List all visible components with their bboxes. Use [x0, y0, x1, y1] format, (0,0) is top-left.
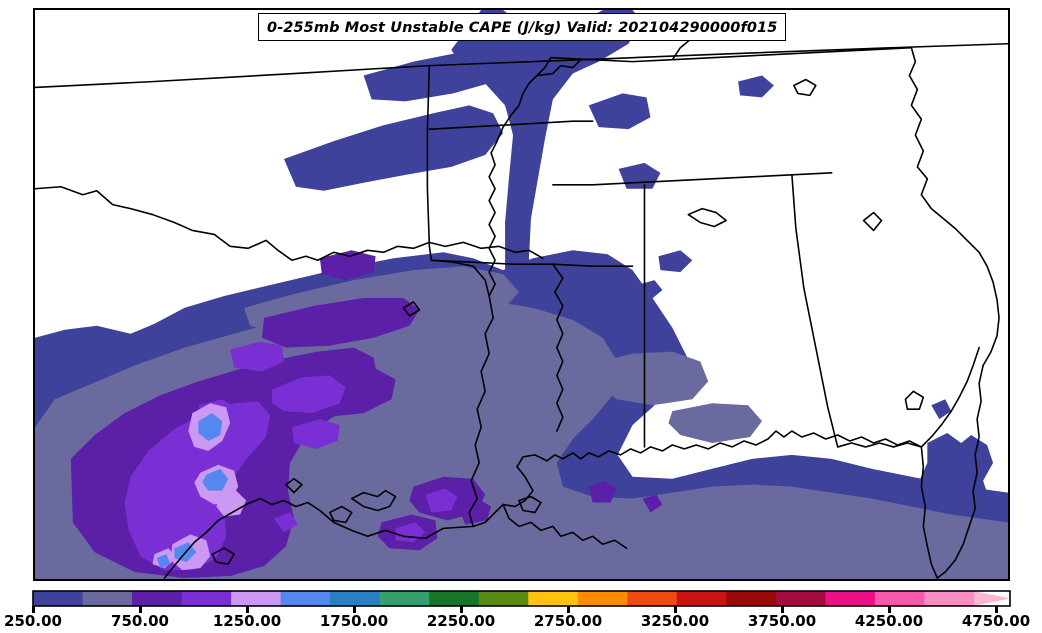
colorbar-tick-label-5: 2750.00	[533, 612, 603, 630]
colorbar-swatches	[32, 590, 1011, 607]
colorbar: 250.00 750.00 1250.00 1750.00 2250.00 2750.00…	[0, 588, 1042, 633]
colorbar-tick-mark	[32, 606, 35, 613]
colorbar-bin-4500-4750	[874, 591, 926, 606]
colorbar-bin-1750-2000	[330, 591, 381, 606]
colorbar-bin-2750-3000	[528, 591, 579, 606]
colorbar-tick-mark	[353, 606, 356, 613]
page-title: 0-255mb Most Unstable CAPE (J/kg) Valid:…	[267, 20, 778, 36]
colorbar-bin-250-500	[33, 591, 84, 606]
colorbar-bin-1500-1750	[280, 591, 331, 606]
colorbar-tick-label-7: 3750.00	[747, 612, 817, 630]
colorbar-tick-label-0: 250.00	[4, 612, 62, 630]
colorbar-tick-mark	[888, 606, 891, 613]
cape-contour-map	[35, 10, 1008, 579]
colorbar-bin-2250-2500	[429, 591, 480, 606]
colorbar-bin-2500-2750	[478, 591, 529, 606]
colorbar-max-arrow	[974, 591, 1010, 606]
colorbar-bin-4000-4250	[775, 591, 827, 606]
colorbar-gradient	[32, 590, 1011, 607]
colorbar-bin-4250-4500	[825, 591, 876, 606]
colorbar-tick-axis: 250.00 750.00 1250.00 1750.00 2250.00 2750.00…	[0, 606, 1042, 633]
colorbar-bin-1000-1250	[181, 591, 232, 606]
colorbar-bin-3250-3500	[627, 591, 678, 606]
colorbar-bin-4750-5000	[924, 591, 975, 606]
colorbar-tick-label-8: 4250.00	[854, 612, 924, 630]
map-panel	[33, 8, 1010, 581]
colorbar-tick-label-3: 1750.00	[319, 612, 389, 630]
colorbar-bin-1250-1500	[231, 591, 282, 606]
colorbar-tick-mark	[781, 606, 784, 613]
colorbar-tick-label-9: 4750.00	[961, 612, 1031, 630]
cape-band-1500-1750	[156, 413, 229, 569]
colorbar-bin-750-1000	[132, 591, 183, 606]
colorbar-bin-2000-2250	[379, 591, 430, 606]
state-boundaries-layer	[35, 17, 1008, 579]
colorbar-tick-mark	[139, 606, 142, 613]
colorbar-bin-500-750	[82, 591, 133, 606]
colorbar-tick-label-4: 2250.00	[426, 612, 496, 630]
colorbar-tick-mark	[460, 606, 463, 613]
colorbar-tick-mark	[674, 606, 677, 613]
colorbar-tick-label-2: 1250.00	[212, 612, 282, 630]
colorbar-bin-3500-3750	[676, 591, 727, 606]
colorbar-tick-label-6: 3250.00	[640, 612, 710, 630]
colorbar-tick-mark	[246, 606, 249, 613]
cape-shading-layer	[35, 10, 1008, 579]
colorbar-tick-mark	[995, 606, 998, 613]
map-title-box: 0-255mb Most Unstable CAPE (J/kg) Valid:…	[258, 13, 787, 41]
colorbar-tick-mark	[567, 606, 570, 613]
colorbar-bin-3750-4000	[726, 591, 777, 606]
colorbar-bin-3000-3250	[577, 591, 628, 606]
colorbar-tick-label-1: 750.00	[111, 612, 169, 630]
